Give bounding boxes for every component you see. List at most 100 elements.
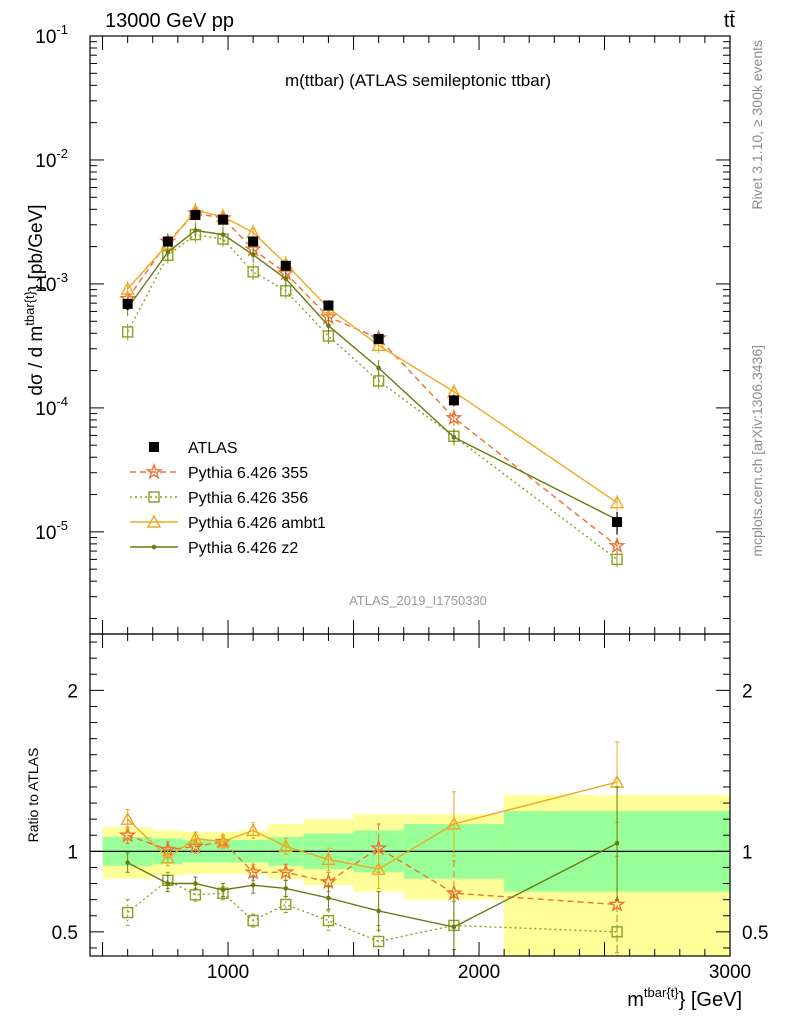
xlabel-part-1: m xyxy=(627,989,644,1011)
ratio-point xyxy=(326,895,331,901)
main-point xyxy=(609,495,625,509)
atlas-point xyxy=(448,395,459,406)
atlas-point xyxy=(190,209,201,220)
ratio-point xyxy=(277,863,295,880)
ratio-point xyxy=(188,831,203,845)
main-point xyxy=(371,337,386,351)
main-ytick-label: 10-2 xyxy=(35,146,68,172)
ytick-base: 10 xyxy=(35,399,56,420)
ratio-point xyxy=(186,837,205,854)
ratio-ytick-label-right: 2 xyxy=(742,681,753,702)
main-point xyxy=(220,232,226,237)
main-series-line-1 xyxy=(126,233,618,560)
ylabel-part-3: } [pb/GeV] xyxy=(26,204,47,291)
main-series-line-3 xyxy=(127,229,618,521)
atlas-point xyxy=(248,236,259,247)
main-ytick-label: 10-4 xyxy=(35,394,68,420)
ratio-ytick-label: 0.5 xyxy=(52,923,78,944)
ratio-point xyxy=(451,924,457,930)
plot-title: m(ttbar) (ATLAS semileptonic ttbar) xyxy=(285,71,551,90)
legend-label: Pythia 6.426 355 xyxy=(188,465,308,482)
legend-label-data: ATLAS xyxy=(188,440,238,457)
ratio-ytick-label: 1 xyxy=(67,842,78,863)
main-point xyxy=(376,365,381,371)
atlas-point xyxy=(218,214,229,225)
legend-marker-data xyxy=(149,442,159,452)
main-plot-frame xyxy=(89,35,731,635)
legend-entry-data: ATLAS xyxy=(149,440,238,457)
main-point xyxy=(445,408,463,426)
main-point xyxy=(611,553,623,566)
ratio-point xyxy=(278,839,293,853)
main-series-line-2 xyxy=(127,209,618,504)
legend-marker xyxy=(151,544,157,550)
ratio-point xyxy=(244,863,262,880)
xtick-label: 3000 xyxy=(709,962,751,983)
ytick-exp: -5 xyxy=(56,518,68,533)
main-series-line-0 xyxy=(127,212,618,547)
ratio-point xyxy=(245,822,261,837)
xtick-label: 2000 xyxy=(458,962,500,983)
ratio-point xyxy=(160,850,175,864)
ratio-point xyxy=(118,826,137,843)
legend-label: Pythia 6.426 ambt1 xyxy=(188,515,326,532)
main-point xyxy=(247,266,259,278)
source-label: mcplots.cern.ch [arXiv:1306.3436] xyxy=(749,345,765,557)
main-point xyxy=(283,276,289,282)
ylabel-part-2: tbar{t} xyxy=(22,290,37,325)
ylabel-part-1: dσ / d m xyxy=(26,326,47,396)
ytick-base: 10 xyxy=(35,151,56,172)
legend-entry-2: Pythia 6.426 ambt1 xyxy=(130,514,326,532)
ratio-series-line-3 xyxy=(127,842,618,928)
ratio-point xyxy=(614,841,620,846)
ratio-y-axis-label: Ratio to ATLAS xyxy=(25,748,41,843)
ratio-point xyxy=(120,811,135,825)
main-point xyxy=(250,252,256,258)
ratio-point xyxy=(319,872,338,890)
energy-label: 13000 GeV pp xyxy=(105,10,234,32)
ratio-series-3 xyxy=(125,786,620,957)
main-point xyxy=(120,281,135,295)
legend-entry-3: Pythia 6.426 z2 xyxy=(130,540,298,557)
process-label: tt̄ xyxy=(724,10,736,32)
atlas-point xyxy=(373,333,384,344)
ytick-exp: -3 xyxy=(56,270,68,285)
ratio-point xyxy=(193,881,198,886)
legend-label: Pythia 6.426 z2 xyxy=(188,540,298,557)
ratio-point xyxy=(280,898,292,911)
ratio-ytick-label-right: 0.5 xyxy=(742,923,768,944)
main-point xyxy=(451,434,457,440)
ratio-point xyxy=(321,851,336,866)
ratio-point xyxy=(446,816,462,830)
legend-marker xyxy=(148,491,160,503)
ratio-series-2 xyxy=(120,741,625,889)
ytick-exp: -4 xyxy=(56,394,68,409)
xtick-label: 1000 xyxy=(207,962,249,983)
ratio-point xyxy=(125,860,130,865)
atlas-point xyxy=(280,260,291,271)
x-axis-label: mtbar{t}} [GeV] xyxy=(627,985,742,1011)
ratio-point xyxy=(371,861,386,875)
legend-entry-0: Pythia 6.426 355 xyxy=(130,462,308,482)
main-point xyxy=(193,228,198,233)
ratio-point xyxy=(247,914,259,927)
analysis-watermark: ATLAS_2019_I1750330 xyxy=(349,593,487,608)
main-ytick-label: 10-3 xyxy=(35,270,68,296)
main-point xyxy=(165,249,171,255)
main-ytick-label: 10-1 xyxy=(35,22,68,48)
legend-marker xyxy=(146,514,162,528)
main-point xyxy=(121,326,134,338)
ratio-ytick-label: 2 xyxy=(67,681,78,702)
ratio-point xyxy=(322,914,335,927)
ytick-exp: -2 xyxy=(56,146,68,161)
ratio-series-line-1 xyxy=(127,879,618,943)
atlas-point xyxy=(612,517,623,528)
main-point xyxy=(326,323,331,329)
ratio-ytick-label-right: 1 xyxy=(742,842,753,863)
ratio-point xyxy=(376,908,381,914)
atlas-point xyxy=(122,298,133,309)
legend-marker xyxy=(145,462,163,480)
ratio-point xyxy=(121,906,134,919)
rivet-label: Rivet 3.1.10, ≥ 300k events xyxy=(749,40,765,210)
